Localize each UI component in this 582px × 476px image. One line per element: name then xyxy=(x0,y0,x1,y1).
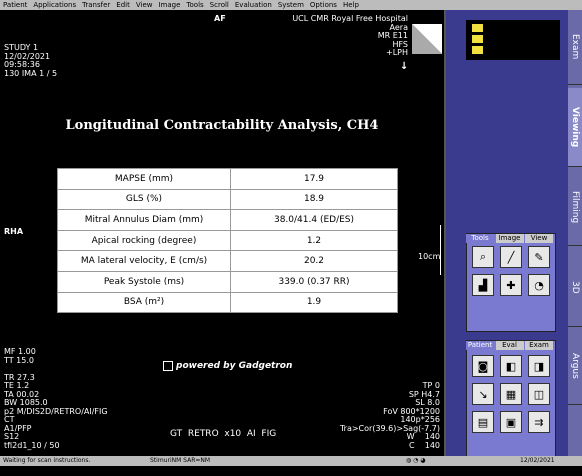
sequence-info: MF 1.00 TT 15.0 TR 27.3 TE 1.2 TA 00.02 … xyxy=(4,348,108,450)
metric-label: Peak Systole (ms) xyxy=(58,271,231,292)
metric-value: 17.9 xyxy=(231,169,398,190)
metric-label: MAPSE (mm) xyxy=(58,169,231,190)
tab-view[interactable]: View xyxy=(525,234,553,243)
transfer-icon[interactable]: ↘ xyxy=(472,383,494,405)
menu-item-help[interactable]: Help xyxy=(340,0,362,10)
menu-item-options[interactable]: Options xyxy=(307,0,340,10)
tab-3d[interactable]: 3D xyxy=(568,248,582,327)
view-label: AF xyxy=(214,15,226,24)
scale-bar xyxy=(440,225,445,275)
roi-tool-icon[interactable]: ▟ xyxy=(472,274,494,296)
folder-icon[interactable] xyxy=(472,46,483,54)
window-tool-icon[interactable]: ✎ xyxy=(528,246,550,268)
menu-item-scroll[interactable]: Scroll xyxy=(207,0,232,10)
menu-item-transfer[interactable]: Transfer xyxy=(79,0,113,10)
folder-icon[interactable] xyxy=(472,35,483,43)
powered-by-label: powered by Gadgetron xyxy=(176,361,292,371)
status-icons: ◍ ◔ ◕ xyxy=(406,456,426,466)
metric-value: 1.2 xyxy=(231,230,398,251)
tab-patient[interactable]: Patient xyxy=(466,341,494,350)
menu-item-applications[interactable]: Applications xyxy=(30,0,79,10)
crosshair-tool-icon[interactable]: ✚ xyxy=(500,274,522,296)
down-arrow-icon: ↓ xyxy=(400,63,408,72)
gadgetron-icon xyxy=(163,361,173,371)
control-panel: Tools Image View ⌕ ╱ ✎ ▟ ✚ ◔ Patient Eval Ex… xyxy=(446,10,568,456)
series-thumbnails[interactable] xyxy=(466,20,560,60)
metric-value: 38.0/41.4 (ED/ES) xyxy=(231,210,398,231)
table-row: Mitral Annulus Diam (mm) 38.0/41.4 (ED/ES… xyxy=(58,210,398,231)
analysis-title: Longitudinal Contractability Analysis, C… xyxy=(0,118,444,133)
archive-icon[interactable]: ▣ xyxy=(500,411,522,433)
scale-label: 10cm xyxy=(418,253,440,262)
menu-item-view[interactable]: View xyxy=(133,0,156,10)
menu-item-system[interactable]: System xyxy=(275,0,307,10)
metric-label: GLS (%) xyxy=(58,189,231,210)
table-row: BSA (m²) 1.9 xyxy=(58,292,398,313)
film-icon[interactable]: ▤ xyxy=(472,411,494,433)
pan-tool-icon[interactable]: ╱ xyxy=(500,246,522,268)
patient-browser-icon[interactable]: ◙ xyxy=(472,355,494,377)
metric-value: 18.9 xyxy=(231,189,398,210)
menu-item-patient[interactable]: Patient xyxy=(0,0,30,10)
tab-exam[interactable]: Exam xyxy=(568,10,582,85)
side-tabs: Exam Viewing Filming 3D Argus xyxy=(568,10,582,456)
tab-filming[interactable]: Filming xyxy=(568,170,582,246)
metric-label: Mitral Annulus Diam (mm) xyxy=(58,210,231,231)
hospital-info: UCL CMR Royal Free Hospital Aera MR E11 … xyxy=(250,15,408,58)
image-viewer[interactable]: AF STUDY 1 12/02/2021 09:58:36 130 IMA 1… xyxy=(0,10,446,456)
results-table: MAPSE (mm) 17.9 GLS (%) 18.9 Mitral Annulus … xyxy=(57,168,398,313)
compare-icon[interactable]: ◫ xyxy=(528,383,550,405)
menu-bar: Patient Applications Transfer Edit View Image… xyxy=(0,0,582,10)
metric-label: MA lateral velocity, E (cm/s) xyxy=(58,251,231,272)
tab-exam[interactable]: Exam xyxy=(525,341,553,350)
menu-item-evaluation[interactable]: Evaluation xyxy=(232,0,275,10)
menu-item-tools[interactable]: Tools xyxy=(183,0,206,10)
gadgetron-logo: powered by Gadgetron xyxy=(163,361,292,371)
patient-open-icon[interactable]: ◧ xyxy=(500,355,522,377)
sequence-flags: GT RETRO x10 AI FIG xyxy=(170,430,276,439)
sar-status: StimuriNM SAR=NM xyxy=(150,456,210,466)
menu-item-edit[interactable]: Edit xyxy=(113,0,133,10)
table-row: Peak Systole (ms) 339.0 (0.37 RR) xyxy=(58,271,398,292)
tab-tools[interactable]: Tools xyxy=(466,234,494,243)
table-row: Apical rocking (degree) 1.2 xyxy=(58,230,398,251)
zoom-tool-icon[interactable]: ⌕ xyxy=(472,246,494,268)
layout-icon[interactable]: ▦ xyxy=(500,383,522,405)
stack-tool-icon[interactable]: ◔ xyxy=(528,274,550,296)
orientation-label: RHA xyxy=(4,228,23,237)
tab-argus[interactable]: Argus xyxy=(568,328,582,405)
metric-label: BSA (m²) xyxy=(58,292,231,313)
table-row: MA lateral velocity, E (cm/s) 20.2 xyxy=(58,251,398,272)
tab-eval[interactable]: Eval xyxy=(496,341,524,350)
geometry-info: TP 0 SP H4.7 SL 8.0 FoV 800*1200 140p*25… xyxy=(300,382,440,450)
table-row: MAPSE (mm) 17.9 xyxy=(58,169,398,190)
metric-value: 1.9 xyxy=(231,292,398,313)
patient-close-icon[interactable]: ◨ xyxy=(528,355,550,377)
menu-item-image[interactable]: Image xyxy=(155,0,183,10)
folder-icon[interactable] xyxy=(472,24,483,32)
tab-image[interactable]: Image xyxy=(496,234,524,243)
status-bar: Waiting for scan instructions. StimuriNM… xyxy=(0,456,582,466)
metric-value: 20.2 xyxy=(231,251,398,272)
metric-label: Apical rocking (degree) xyxy=(58,230,231,251)
table-row: GLS (%) 18.9 xyxy=(58,189,398,210)
export-icon[interactable]: ⇉ xyxy=(528,411,550,433)
status-clock: 12/02/2021 23:33:38 xyxy=(520,456,582,476)
status-message: Waiting for scan instructions. xyxy=(3,456,90,466)
tab-viewing[interactable]: Viewing xyxy=(568,88,582,167)
metric-value: 339.0 (0.37 RR) xyxy=(231,271,398,292)
study-info: STUDY 1 12/02/2021 09:58:36 130 IMA 1 / … xyxy=(4,44,57,78)
